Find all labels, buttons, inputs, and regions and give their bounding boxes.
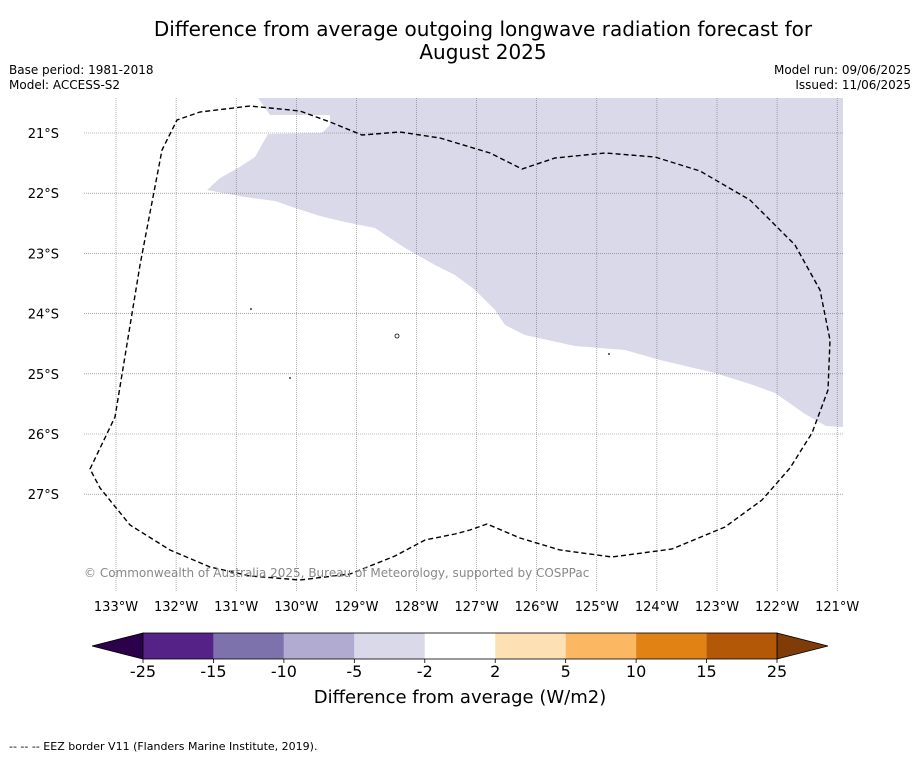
title-line-1: Difference from average outgoing longwav…	[153, 17, 813, 41]
longitude-label: 131°W	[214, 600, 258, 615]
title-line-2: August 2025	[419, 40, 547, 64]
longitude-label: 123°W	[695, 600, 739, 615]
colorbar-label: Difference from average (W/m2)	[314, 687, 606, 708]
colorbar-tick-label: -2	[417, 662, 433, 681]
island-speck	[608, 353, 610, 355]
longitude-label: 130°W	[274, 600, 318, 615]
map-figure: 21°S22°S23°S24°S25°S26°S27°S 133°W 132°W 1…	[28, 98, 860, 708]
model-name: Model: ACCESS-S2	[9, 78, 121, 92]
model-run: Model run: 09/06/2025	[773, 63, 911, 77]
colorbar-tick-label: 5	[561, 662, 571, 681]
colorbar-tick-label: -15	[200, 662, 226, 681]
colorbar-tick-label: 25	[767, 662, 787, 681]
longitude-labels: 133°W 132°W 131°W 130°W 129°W 128°W 127°W 126°W…	[94, 600, 860, 615]
longitude-label: 129°W	[334, 600, 378, 615]
longitude-label: 128°W	[394, 600, 438, 615]
longitude-label: 133°W	[94, 600, 138, 615]
colorbar-segment	[706, 633, 777, 659]
latitude-label: 23°S	[28, 247, 59, 262]
colorbar: -25 -15 -10 -5 -2 2 5 10 15 25	[91, 632, 829, 681]
latitude-label: 21°S	[28, 127, 59, 142]
colorbar-segment	[283, 633, 355, 659]
colorbar-tick-label: -5	[346, 662, 362, 681]
longitude-label: 121°W	[815, 600, 859, 615]
island-speck	[250, 308, 252, 310]
chart-title: Difference from average outgoing longwav…	[0, 18, 919, 64]
colorbar-tick-label: 15	[696, 662, 716, 681]
colorbar-tick-label: 2	[490, 662, 500, 681]
footnote: -- -- -- EEZ border V11 (Flanders Marine…	[9, 740, 318, 753]
colorbar-segment	[636, 633, 707, 659]
colorbar-segment	[354, 633, 425, 659]
longitude-label: 126°W	[515, 600, 559, 615]
latitude-label: 25°S	[28, 368, 59, 383]
latitude-label: 22°S	[28, 187, 59, 202]
meta-right: Model run: 09/06/2025 Issued: 11/06/2025	[774, 63, 911, 93]
longitude-label: 127°W	[455, 600, 499, 615]
issued-date: Issued: 11/06/2025	[795, 78, 911, 92]
longitude-label: 122°W	[755, 600, 799, 615]
latitude-label: 24°S	[28, 308, 59, 323]
base-period: Base period: 1981-2018	[9, 63, 154, 77]
colorbar-segment	[213, 633, 284, 659]
colorbar-segment	[424, 633, 496, 659]
latitude-label: 27°S	[28, 488, 59, 503]
meta-left: Base period: 1981-2018 Model: ACCESS-S2	[9, 63, 154, 93]
colorbar-segment	[143, 633, 214, 659]
colorbar-over-arrow	[776, 632, 829, 660]
colorbar-tick-label: -10	[271, 662, 297, 681]
latitude-label: 26°S	[28, 428, 59, 443]
island-speck	[394, 333, 400, 339]
colorbar-frame	[142, 632, 778, 660]
colorbar-segment	[565, 633, 637, 659]
latitude-labels: 21°S 22°S 23°S 24°S 25°S 26°S 27°S	[28, 127, 59, 503]
colorbar-segment	[495, 633, 566, 659]
longitude-label: 124°W	[635, 600, 679, 615]
longitude-label: 125°W	[575, 600, 619, 615]
longitude-label: 132°W	[154, 600, 198, 615]
anomaly-region	[207, 98, 843, 427]
island-speck	[289, 377, 291, 379]
copyright-text: © Commonwealth of Australia 2025, Bureau…	[84, 566, 589, 580]
colorbar-tick-label: -25	[130, 662, 156, 681]
eez-border	[89, 105, 831, 581]
colorbar-under-arrow	[91, 632, 144, 660]
colorbar-tick-label: 10	[626, 662, 646, 681]
